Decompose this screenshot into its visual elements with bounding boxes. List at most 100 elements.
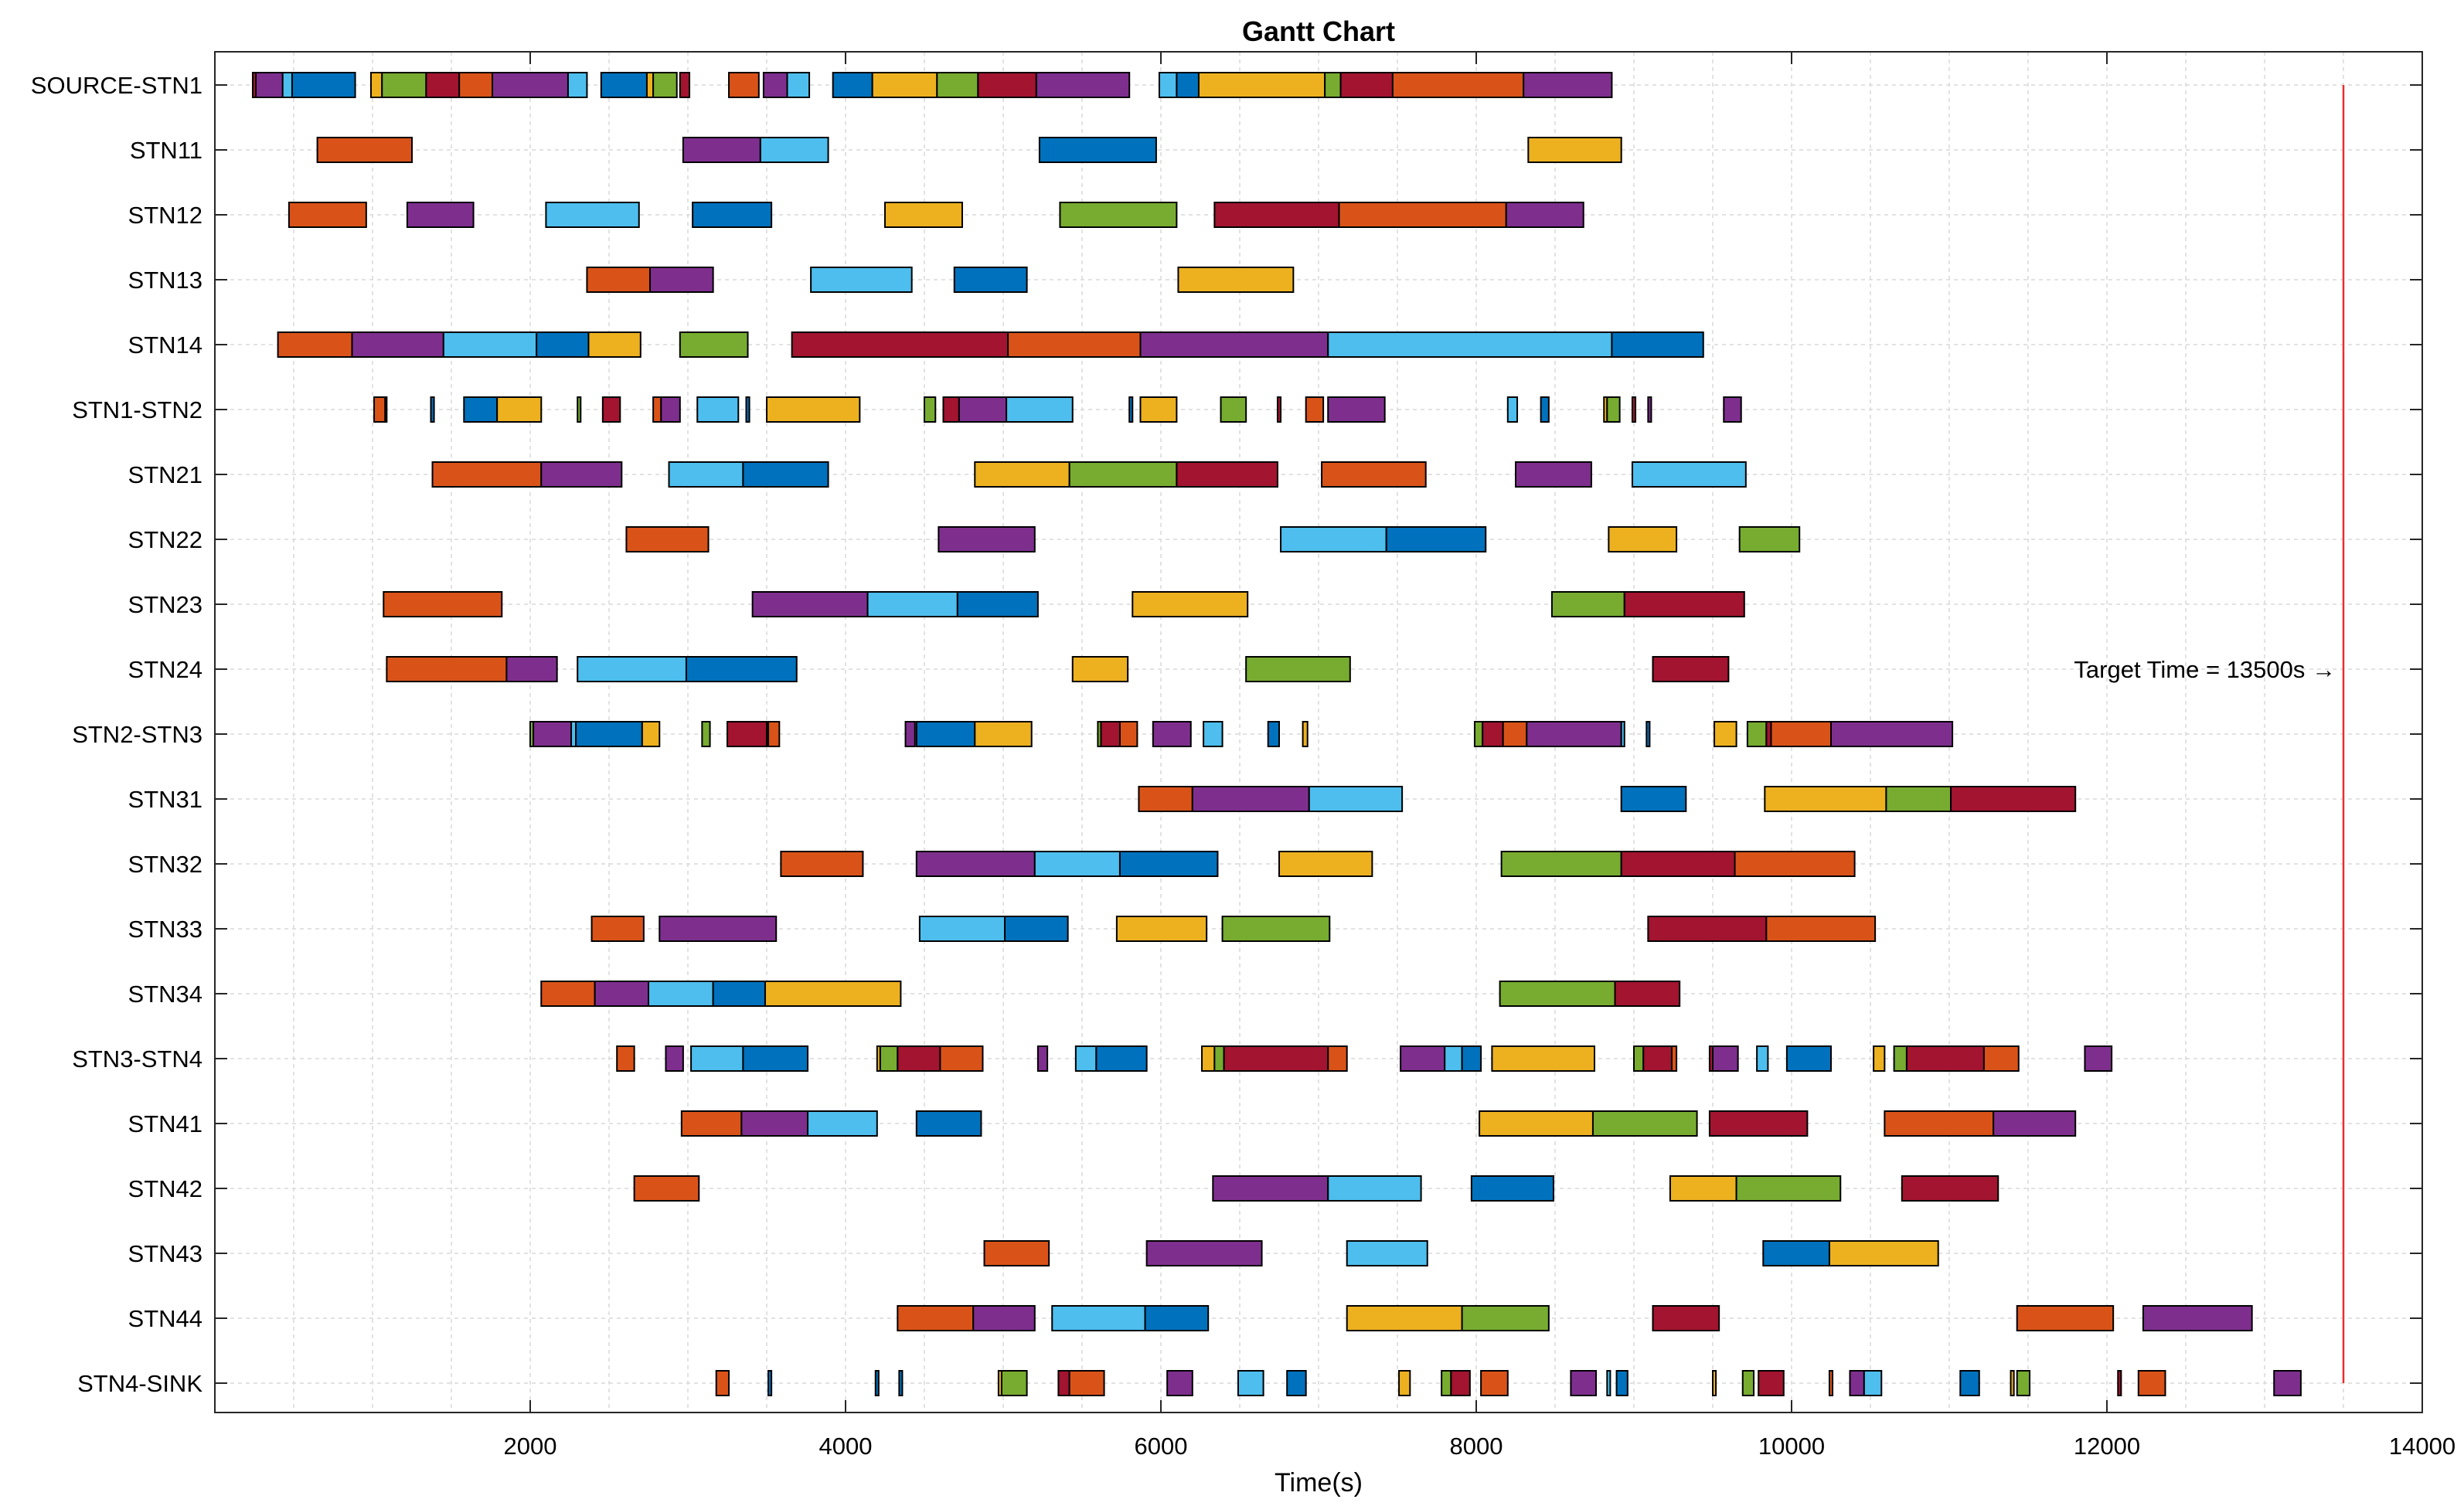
gantt-bar: [884, 202, 963, 228]
gantt-bar: [1670, 1045, 1678, 1072]
gantt-bar: [281, 72, 293, 98]
gantt-bar: [1734, 851, 1856, 877]
gantt-bar: [291, 72, 356, 98]
gantt-bar: [767, 1370, 773, 1396]
gantt-bar: [616, 1045, 635, 1072]
gantt-bar: [351, 331, 444, 358]
y-tick-label: STN11: [130, 137, 202, 164]
gantt-bar: [1570, 1370, 1598, 1396]
gantt-bar: [369, 72, 383, 98]
gantt-bar: [1191, 786, 1310, 812]
gantt-bar: [1723, 396, 1742, 423]
x-tick-label: 10000: [1758, 1433, 1825, 1460]
gantt-bar: [1286, 1370, 1307, 1396]
gantt-bar: [1115, 916, 1208, 942]
y-tick-label: STN2-STN3: [72, 721, 202, 748]
gantt-bar: [1074, 1045, 1098, 1072]
gantt-bar: [1669, 1175, 1737, 1202]
x-axis-label: Time(s): [1275, 1468, 1363, 1498]
gantt-bar: [406, 202, 475, 228]
gantt-bar: [1873, 1045, 1886, 1072]
gantt-bar: [1473, 721, 1484, 747]
y-tick-label: STN1-STN2: [72, 396, 202, 423]
gantt-bar: [1212, 1175, 1329, 1202]
gantt-bar: [879, 1045, 899, 1072]
gantt-bar: [1035, 72, 1131, 98]
gantt-bar: [1327, 1045, 1348, 1072]
gantt-bar: [918, 916, 1006, 942]
gantt-bar: [1139, 331, 1329, 358]
gantt-bar: [751, 591, 869, 617]
gantt-bar: [373, 396, 386, 423]
gantt-bar: [1765, 916, 1877, 942]
gantt-bar: [1400, 1045, 1446, 1072]
gantt-bar: [759, 137, 829, 163]
gantt-bar: [983, 1240, 1050, 1266]
gantt-bar: [1057, 1370, 1070, 1396]
gantt-bar: [1385, 526, 1487, 552]
gantt-bar: [953, 267, 1028, 293]
gantt-bar: [594, 981, 650, 1007]
gantt-bar: [680, 1110, 743, 1137]
y-tick-label: STN41: [128, 1110, 202, 1137]
gantt-bar: [1176, 72, 1200, 98]
gantt-bar: [904, 721, 916, 747]
y-tick-label: STN43: [128, 1240, 202, 1267]
gantt-bar: [936, 72, 979, 98]
gantt-bar: [1177, 267, 1295, 293]
y-tick-label: STN12: [128, 202, 202, 229]
gantt-bar: [728, 72, 760, 98]
gantt-bar: [712, 981, 766, 1007]
gantt-bar: [431, 461, 543, 488]
gantt-bar: [915, 721, 976, 747]
gantt-bar: [1346, 1305, 1463, 1331]
x-tick-label: 12000: [2074, 1433, 2140, 1460]
y-tick-label: STN14: [128, 331, 202, 359]
gantt-bar: [1950, 786, 2077, 812]
gantt-bar: [1646, 721, 1651, 747]
gantt-bar: [2142, 1305, 2253, 1331]
gantt-bar: [1712, 1045, 1739, 1072]
gantt-bar: [1523, 72, 1613, 98]
y-tick-label: STN3-STN4: [72, 1045, 202, 1073]
gantt-bar: [1828, 1240, 1939, 1266]
gantt-bar: [2117, 1370, 2122, 1396]
gantt-bar: [1444, 1045, 1463, 1072]
gantt-bar: [641, 721, 661, 747]
gantt-bar: [939, 1045, 984, 1072]
gantt-bar: [1502, 721, 1528, 747]
bars-layer: [251, 72, 2302, 1396]
x-tick-label: 6000: [1135, 1433, 1188, 1460]
gantt-bar: [1139, 396, 1178, 423]
gantt-bar: [874, 1370, 880, 1396]
y-tick-label: STN13: [128, 267, 202, 294]
gantt-bar: [1145, 1240, 1263, 1266]
gantt-bar: [742, 1045, 809, 1072]
gantt-bar: [1071, 656, 1129, 682]
gantt-bar: [742, 461, 829, 488]
gantt-bar: [1746, 721, 1768, 747]
gantt-bar: [1714, 721, 1737, 747]
gantt-bar: [645, 72, 655, 98]
gantt-bar: [1500, 851, 1622, 877]
gantt-bar: [1004, 916, 1069, 942]
gantt-bar: [1712, 1370, 1717, 1396]
gantt-bar: [1884, 1110, 1995, 1137]
gantt-bar: [1758, 1370, 1785, 1396]
gantt-bar: [1308, 786, 1404, 812]
gantt-bar: [1346, 1240, 1428, 1266]
gantt-bar: [381, 72, 427, 98]
gantt-bar: [1176, 461, 1278, 488]
gantt-bar: [679, 72, 691, 98]
gantt-bar: [660, 396, 681, 423]
gantt-bar: [1550, 591, 1625, 617]
gantt-bar: [1036, 1045, 1049, 1072]
y-tick-label: STN34: [128, 981, 202, 1008]
gantt-bar: [1756, 1045, 1769, 1072]
gantt-bar: [682, 137, 761, 163]
gantt-bar: [540, 981, 596, 1007]
gantt-bar: [1631, 396, 1637, 423]
gantt-bar: [1620, 851, 1736, 877]
gantt-bar: [1051, 1305, 1146, 1331]
gantt-bar: [972, 1305, 1036, 1331]
